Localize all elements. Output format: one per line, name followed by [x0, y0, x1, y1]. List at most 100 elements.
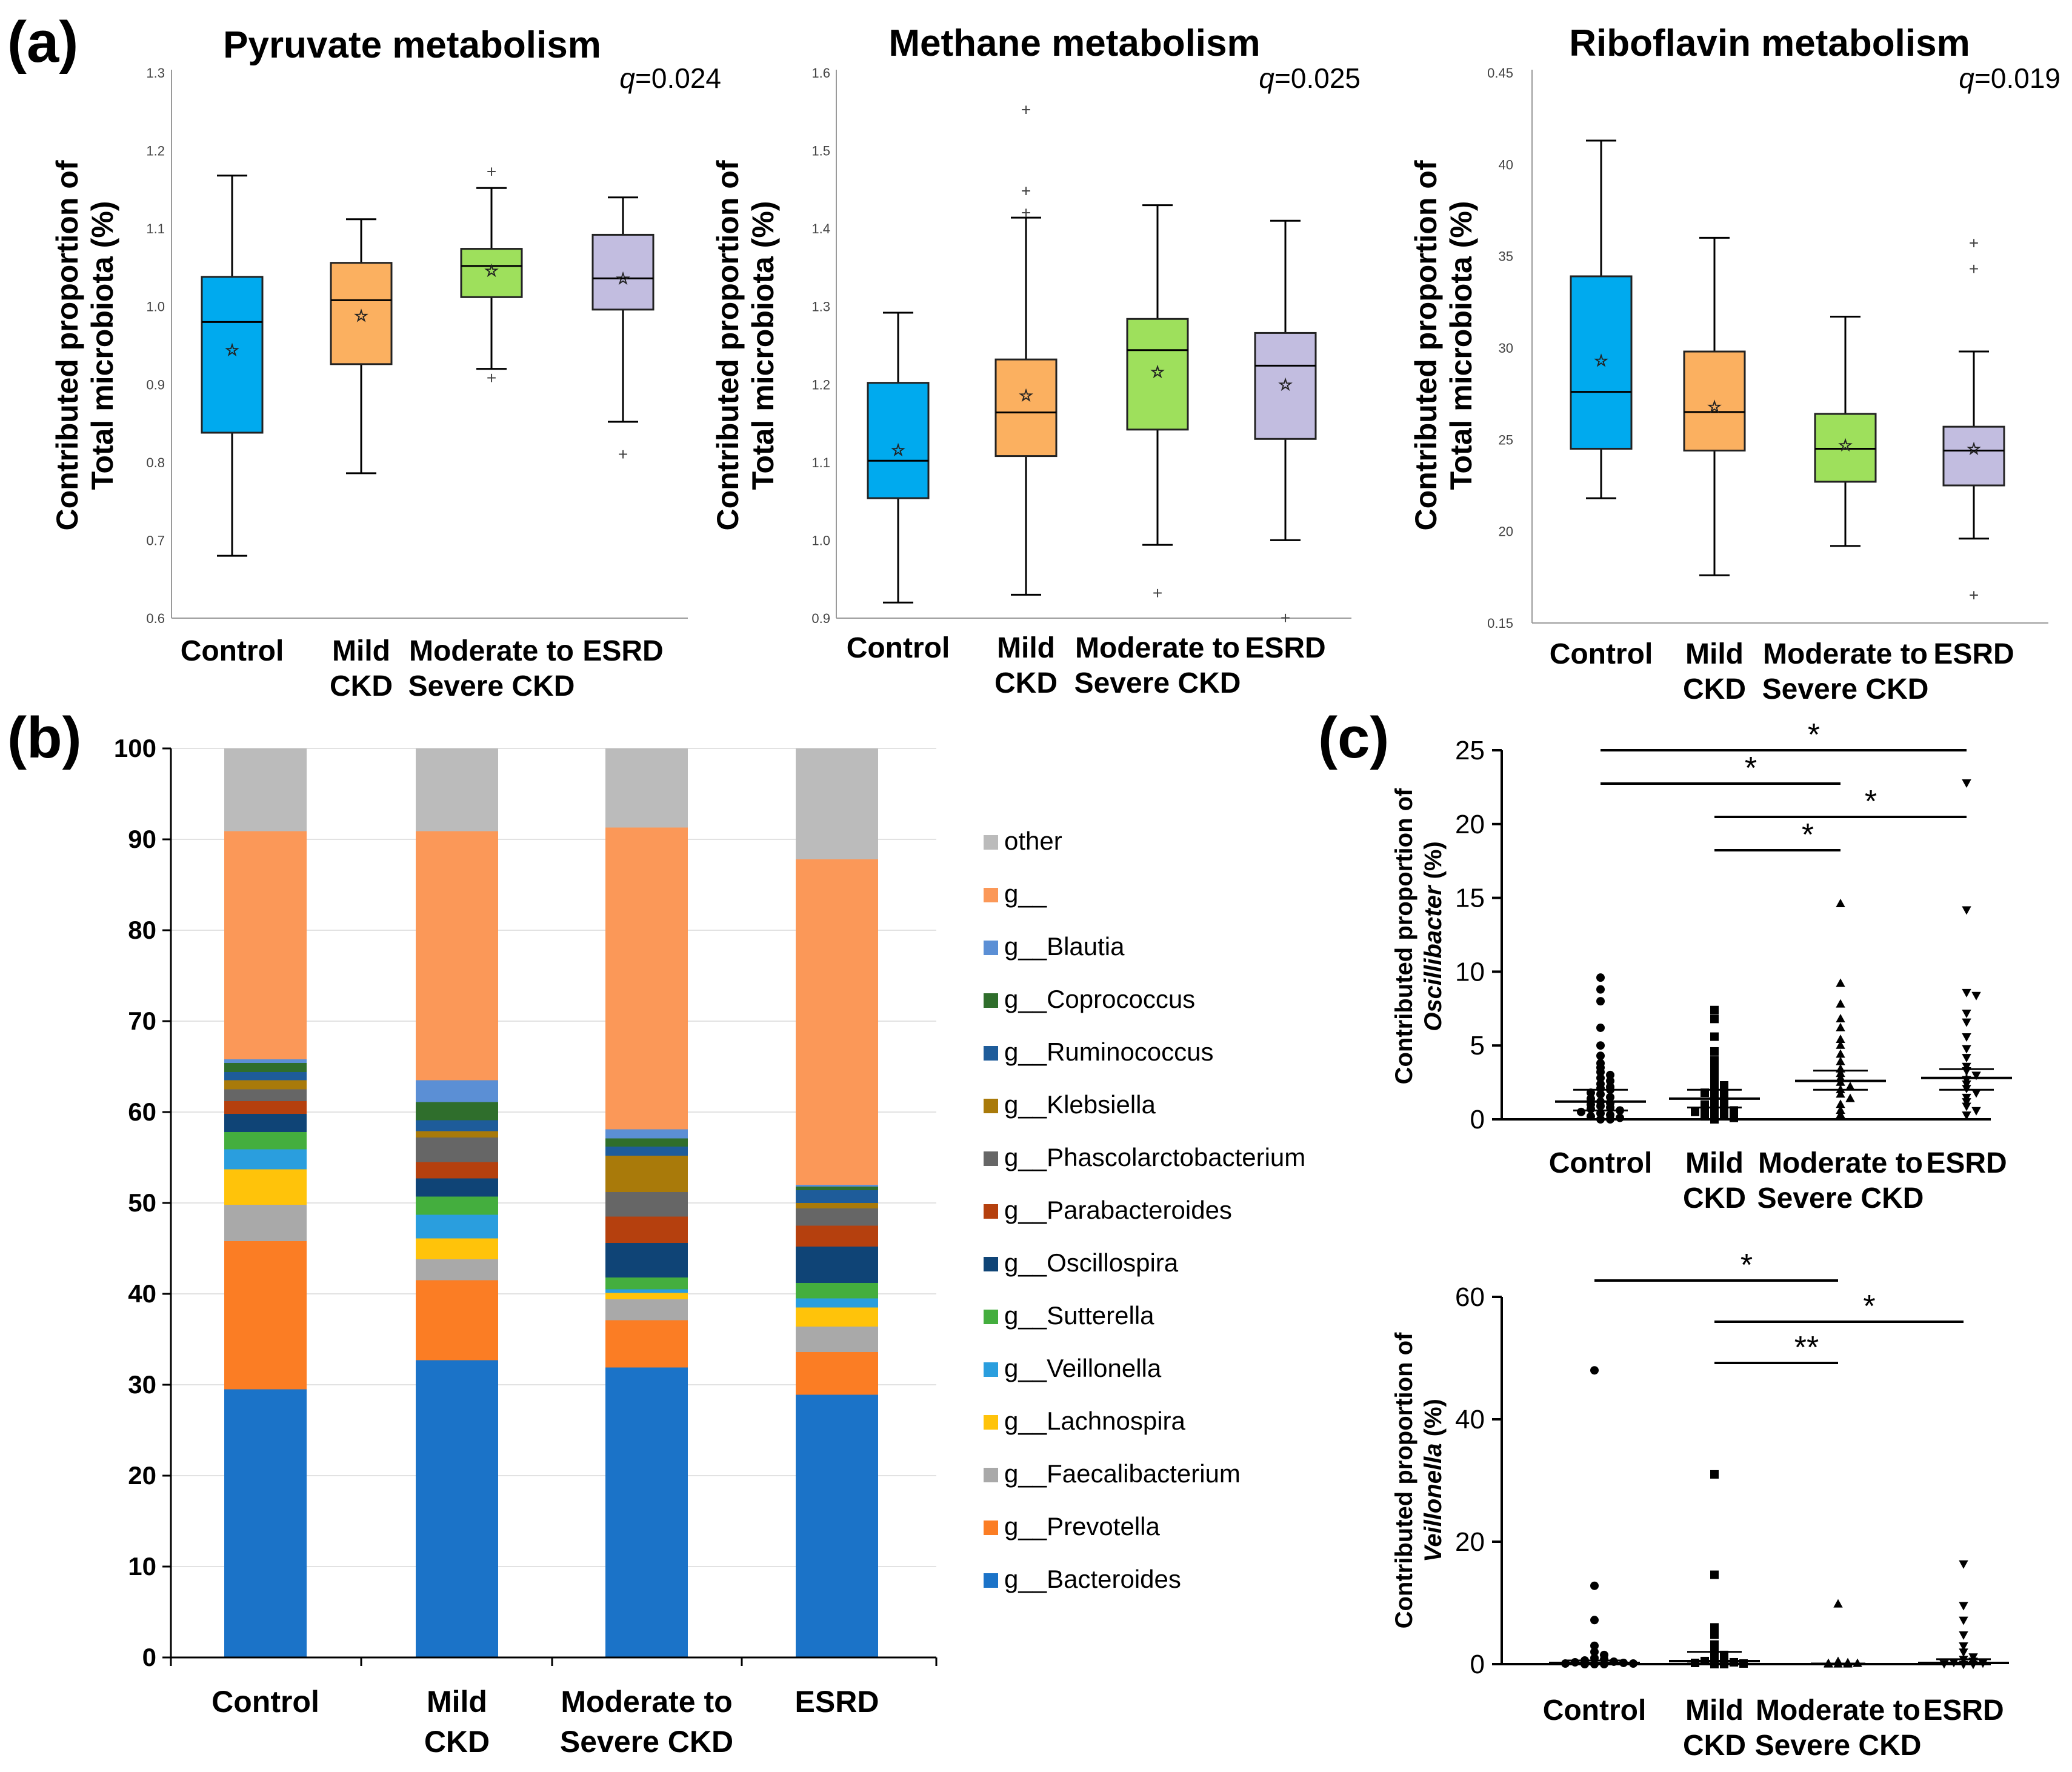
y-tick-label: 25	[1499, 432, 1513, 447]
data-point	[1836, 1049, 1845, 1058]
category-label-line: Control	[1549, 1147, 1653, 1179]
y-tick-label: 60	[128, 1098, 156, 1126]
data-point	[1730, 1657, 1738, 1667]
y-tick-label: 20	[1455, 1527, 1485, 1557]
bar-segment-g-Phascolarctobacterium	[224, 1089, 307, 1101]
bar-segment-g-Coprococcus	[416, 1102, 498, 1121]
data-point	[1971, 991, 1981, 1001]
bar-segment-other	[224, 748, 307, 831]
q-value-prefix: q	[619, 62, 635, 94]
data-point	[1962, 1098, 1971, 1107]
category-label-line: Moderate to	[561, 1685, 732, 1719]
category-label-line: Control	[212, 1685, 319, 1719]
data-point	[1836, 1089, 1845, 1098]
y-axis-label-line2: Total microbiota (%)	[1444, 201, 1478, 490]
bar-segment-g-Ruminococcus	[605, 1147, 688, 1156]
data-point	[1710, 1470, 1719, 1479]
q-value-number: =0.024	[635, 62, 721, 94]
y-tick-label: 20	[1499, 524, 1513, 539]
category-label: Mild CKD	[994, 632, 1058, 699]
data-point	[1596, 997, 1605, 1006]
category-label-line: Control	[1543, 1694, 1647, 1727]
data-point	[1596, 1041, 1605, 1050]
legend-label: g__Prevotella	[1004, 1512, 1160, 1541]
category-label: Control	[847, 632, 950, 664]
bar-segment-g-Blautia	[796, 1185, 878, 1187]
data-point	[1959, 1560, 1968, 1569]
bar-segment-g-Oscillospira	[605, 1243, 688, 1277]
bar-segment-g-Bacteroides	[796, 1394, 878, 1657]
y-axis-label-line1: Contributed proportion of	[1391, 788, 1417, 1084]
oscillibacter-scatter-chart: 0 5 10 15 20 25 Contributed proportion of Oscil…	[1391, 718, 2012, 1214]
category-label-line: ESRD	[1926, 1147, 2007, 1179]
y-tick-label: 0	[1470, 1650, 1485, 1679]
category-label-line: Control	[847, 632, 950, 664]
data-point	[1962, 906, 1971, 915]
bar-segment-g-Phascolarctobacterium	[416, 1137, 498, 1162]
box-mean-marker: ☆	[484, 262, 498, 280]
q-value-number: =0.019	[1974, 62, 2060, 94]
data-point	[1587, 1104, 1595, 1113]
box-iqr	[1683, 350, 1746, 451]
data-point	[1710, 1623, 1719, 1632]
legend-label: g__	[1004, 879, 1047, 908]
category-label: ESRD	[1923, 1694, 2004, 1727]
bar-segment-g-Ruminococcus	[796, 1190, 878, 1203]
data-point	[1962, 1102, 1971, 1111]
category-label: Moderate to Severe CKD	[1757, 1147, 1924, 1214]
data-point	[1596, 1073, 1605, 1082]
category-label-line: Moderate to	[409, 635, 574, 667]
bar-segment-g-Parabacteroides	[605, 1216, 688, 1243]
y-tick-label: 1.2	[811, 377, 830, 392]
y-tick-label: 1.1	[146, 221, 165, 236]
box-outlier: +	[1969, 233, 1979, 252]
y-axis-label-unit: (%)	[1420, 1399, 1447, 1443]
category-label-line: ESRD	[795, 1685, 879, 1719]
y-axis-label-line2: Total microbiota (%)	[85, 201, 119, 490]
bar-segment-g-Lachnospira	[605, 1293, 688, 1299]
category-label: Moderate to Severe CKD	[1755, 1694, 1922, 1762]
y-tick-label: 0.9	[146, 377, 165, 392]
bar-segment-g-Klebsiella	[796, 1203, 878, 1208]
data-point	[1836, 1022, 1845, 1031]
category-label: Mild CKD	[1683, 1694, 1746, 1762]
data-point	[1836, 1099, 1845, 1108]
legend-swatch	[984, 888, 998, 902]
y-tick-label: 1.5	[811, 144, 830, 159]
category-label-line: Severe CKD	[1074, 667, 1241, 699]
box-outlier: +	[1021, 101, 1031, 119]
legend: other g__ g__Blautia g__Coprococcus g__Rumin…	[984, 827, 1305, 1593]
data-point	[1710, 1014, 1719, 1024]
y-tick-label: 0.6	[146, 611, 165, 626]
bar-segment-g-Lachnospira	[416, 1238, 498, 1259]
data-point	[1959, 1648, 1968, 1657]
data-point	[1616, 1113, 1624, 1122]
bar-segment-other	[605, 748, 688, 828]
veillonella-scatter-chart: 0 20 40 60 Contributed proportion of Veillone…	[1391, 1248, 2009, 1762]
legend-swatch	[984, 993, 998, 1008]
category-label-line: Moderate to	[1756, 1694, 1920, 1727]
data-point	[1691, 1107, 1699, 1116]
legend-swatch	[984, 1362, 998, 1377]
bar-segment-g-Veillonella	[605, 1289, 688, 1293]
y-tick-label: 1.0	[811, 533, 830, 548]
y-tick-label: 20	[1455, 810, 1485, 839]
bar-segment-g-Blautia	[416, 1080, 498, 1102]
data-point	[1590, 1641, 1599, 1650]
category-label: Mild CKD	[1683, 638, 1746, 705]
bar-segment-g-Sutterella	[224, 1132, 307, 1150]
bar-segment-g-	[796, 859, 878, 1185]
bar-segment-g-Blautia	[224, 1059, 307, 1063]
pyruvate-box-chart: Pyruvate metabolism q=0.024 0.6 0.7 0.8 0.9 1.…	[50, 24, 721, 702]
q-value: q=0.025	[1259, 62, 1361, 94]
box-mean-marker: ☆	[1594, 351, 1608, 370]
y-tick-label: 0.45	[1487, 65, 1513, 81]
box-iqr	[1126, 318, 1189, 431]
bar-segment-g-Ruminococcus	[224, 1072, 307, 1081]
y-axis-label-line1: Contributed proportion of	[1391, 1332, 1417, 1628]
box-iqr	[1254, 331, 1317, 440]
significance-label: *	[1863, 1289, 1875, 1324]
bar-segment-g-Parabacteroides	[224, 1101, 307, 1114]
